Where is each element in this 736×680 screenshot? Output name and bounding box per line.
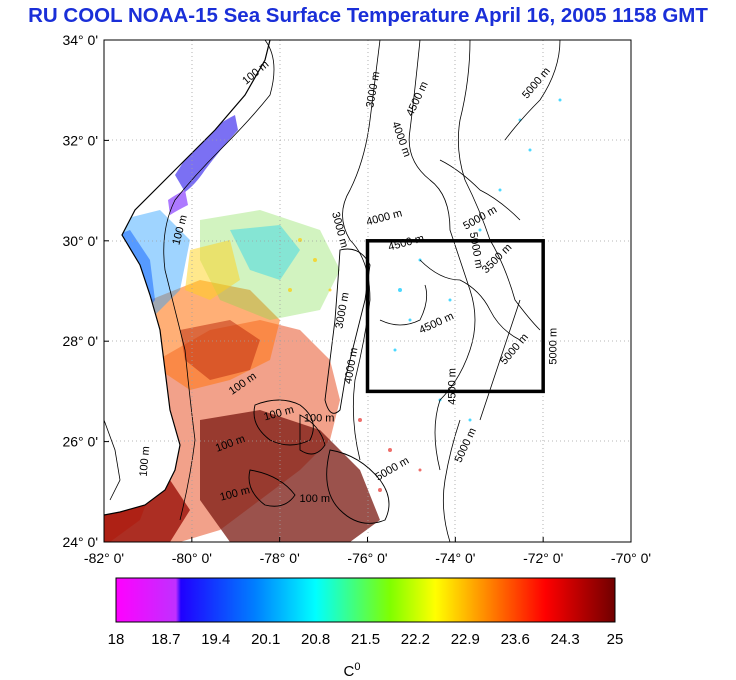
colorbar (115, 577, 616, 623)
longitude-tick-label: -80° 0' (172, 550, 212, 566)
colorbar-tick-label: 19.4 (201, 631, 230, 648)
colorbar-tick-label: 20.1 (251, 631, 280, 648)
latitude-axis: 34° 0' 32° 0' 30° 0' 28° 0' 26° 0' 24° 0' (62, 32, 109, 550)
latitude-tick-label: 30° 0' (62, 233, 98, 249)
latitude-tick-label: 26° 0' (62, 434, 98, 450)
longitude-tick-label: -74° 0' (435, 550, 475, 566)
depth-contours (163, 40, 561, 542)
latitude-tick-label: 32° 0' (62, 132, 98, 148)
latitude-tick-label: 34° 0' (62, 32, 98, 48)
colorbar-tick-label: 20.8 (301, 631, 330, 648)
colorbar-tick-label: 22.9 (451, 631, 480, 648)
colorbar-tick-label: 22.2 (401, 631, 430, 648)
colorbar-tick-label: 23.6 (501, 631, 530, 648)
florida-landmass (104, 40, 270, 515)
latitude-tick-label: 24° 0' (62, 534, 98, 550)
coastline (104, 40, 271, 516)
colorbar-tick-label: 24.3 (550, 631, 579, 648)
colorbar-tick-label: 18.7 (151, 631, 180, 648)
contour-label: 5000 m (547, 328, 559, 365)
colorbar-unit: C0 (344, 661, 361, 680)
bahamas-outlines (248, 248, 390, 524)
longitude-tick-label: -70° 0' (611, 550, 651, 566)
colorbar-tick-label: 21.5 (351, 631, 380, 648)
longitude-tick-label: -76° 0' (347, 550, 387, 566)
contour-label: 100 m (300, 493, 331, 505)
longitude-tick-label: -82° 0' (84, 550, 124, 566)
longitude-tick-label: -78° 0' (260, 550, 300, 566)
page-title: RU COOL NOAA-15 Sea Surface Temperature … (28, 4, 708, 27)
longitude-tick-label: -72° 0' (523, 550, 563, 566)
contour-label: 100 m (304, 413, 335, 425)
latitude-tick-label: 28° 0' (62, 333, 98, 349)
contour-label: 100 m (138, 446, 153, 478)
contour-label: 4500 m (446, 368, 458, 405)
colorbar-ticks: 18 18.7 19.4 20.1 20.8 21.5 22.2 22.9 23.6 24.3 25 (108, 631, 624, 648)
colorbar-tick-label: 25 (607, 631, 624, 648)
study-area-box (365, 239, 545, 394)
colorbar-tick-label: 18 (108, 631, 125, 648)
longitude-axis: -82° 0' -80° 0' -78° 0' -76° 0' -74° 0' -72° … (84, 537, 651, 566)
